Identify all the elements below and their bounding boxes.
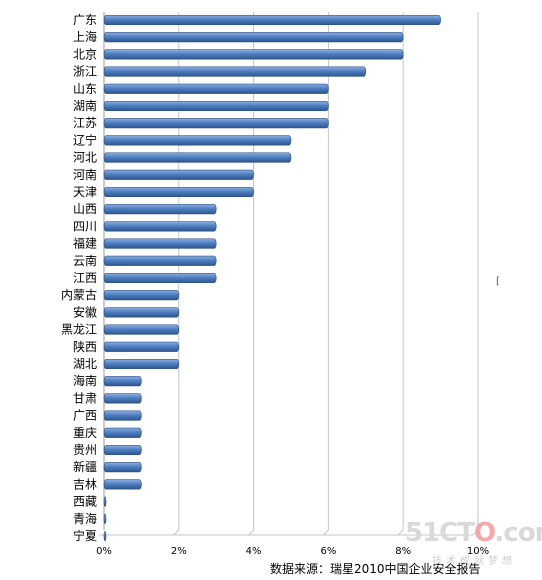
category-label: 贵州 [73, 443, 97, 457]
gridline-foot [397, 529, 404, 536]
x-tick-label: 4% [246, 546, 262, 557]
category-label: 吉林 [73, 477, 97, 491]
category-label: 广西 [73, 409, 97, 423]
category-label: 山西 [73, 202, 97, 216]
bar [103, 238, 217, 249]
category-label: 福建 [73, 236, 97, 251]
bar [103, 462, 142, 473]
bar [103, 14, 441, 26]
bar [103, 358, 180, 370]
category-label: 青海 [73, 511, 97, 526]
bar [103, 530, 107, 542]
category-label: 江西 [73, 271, 97, 285]
bar [103, 204, 217, 215]
category-label: 西藏 [73, 495, 97, 509]
bar [103, 135, 292, 146]
category-label: 安徽 [73, 304, 97, 319]
gridline-foot [472, 529, 479, 536]
bar [103, 496, 107, 507]
category-label: 湖南 [73, 98, 97, 113]
bar [103, 410, 142, 421]
category-label: 北京 [73, 47, 97, 61]
category-label: 陕西 [73, 339, 97, 354]
category-labels: 广东上海北京浙江山东湖南江苏辽宁河北河南天津山西四川福建云南江西内蒙古安徽黑龙江… [61, 13, 97, 543]
bar [103, 341, 180, 352]
grid-lines [99, 12, 479, 536]
category-label: 新疆 [73, 459, 97, 474]
category-label: 天津 [73, 185, 97, 199]
category-label: 河北 [73, 151, 97, 165]
x-tick-labels: 0% 2% 4% 6% 8% 10% [96, 546, 489, 557]
bar [103, 272, 217, 284]
category-label: 重庆 [73, 426, 97, 440]
category-label: 宁夏 [73, 528, 97, 543]
bar [103, 444, 142, 456]
category-label: 江苏 [73, 116, 97, 130]
bar [103, 307, 180, 318]
category-label: 上海 [73, 29, 97, 44]
category-label: 黑龙江 [61, 323, 97, 337]
bar [103, 83, 329, 94]
gridline-foot [248, 529, 254, 536]
x-tick-label: 2% [171, 546, 187, 557]
bar [103, 513, 107, 524]
category-label: 湖北 [73, 356, 97, 371]
category-label: 四川 [73, 219, 97, 233]
x-tick-label: 6% [320, 546, 336, 557]
data-source-note: 数据来源：瑞星2010中国企业安全报告 [270, 562, 481, 576]
bar [103, 186, 254, 198]
bar [103, 376, 142, 387]
watermark-tagline: 技术成就梦想 [432, 556, 516, 567]
bars [103, 14, 441, 542]
bar [103, 255, 217, 266]
bar [103, 100, 329, 112]
bar [103, 152, 292, 163]
x-tick-label: 0% [96, 546, 112, 557]
category-label: 河南 [73, 167, 97, 182]
watermark-brand-b: .com [494, 518, 542, 548]
gridline-foot [173, 529, 180, 536]
bar [103, 169, 254, 180]
watermark-logo: 51CTO.com [405, 518, 542, 548]
bar [103, 32, 404, 43]
category-label: 山东 [73, 82, 97, 96]
bar [103, 118, 329, 129]
bar [103, 66, 367, 77]
gridline-foot [323, 529, 329, 536]
side-mark: [ [496, 276, 500, 287]
category-label: 辽宁 [73, 132, 97, 147]
category-label: 海南 [73, 373, 97, 388]
x-tick-label: 8% [395, 546, 411, 557]
watermark-brand-o: O [474, 518, 496, 548]
category-label: 广东 [73, 13, 97, 27]
bar [103, 49, 404, 60]
bar [103, 393, 142, 404]
category-label: 浙江 [73, 65, 97, 79]
bar [103, 479, 142, 490]
bar [103, 221, 217, 232]
watermark-brand-a: 51CT [405, 518, 475, 548]
category-label: 云南 [73, 253, 97, 268]
bar [103, 290, 180, 301]
category-label: 内蒙古 [61, 287, 97, 302]
category-label: 甘肃 [73, 391, 97, 405]
bar [103, 324, 180, 335]
bar [103, 427, 142, 438]
x-tick-label: 10% [467, 546, 489, 557]
